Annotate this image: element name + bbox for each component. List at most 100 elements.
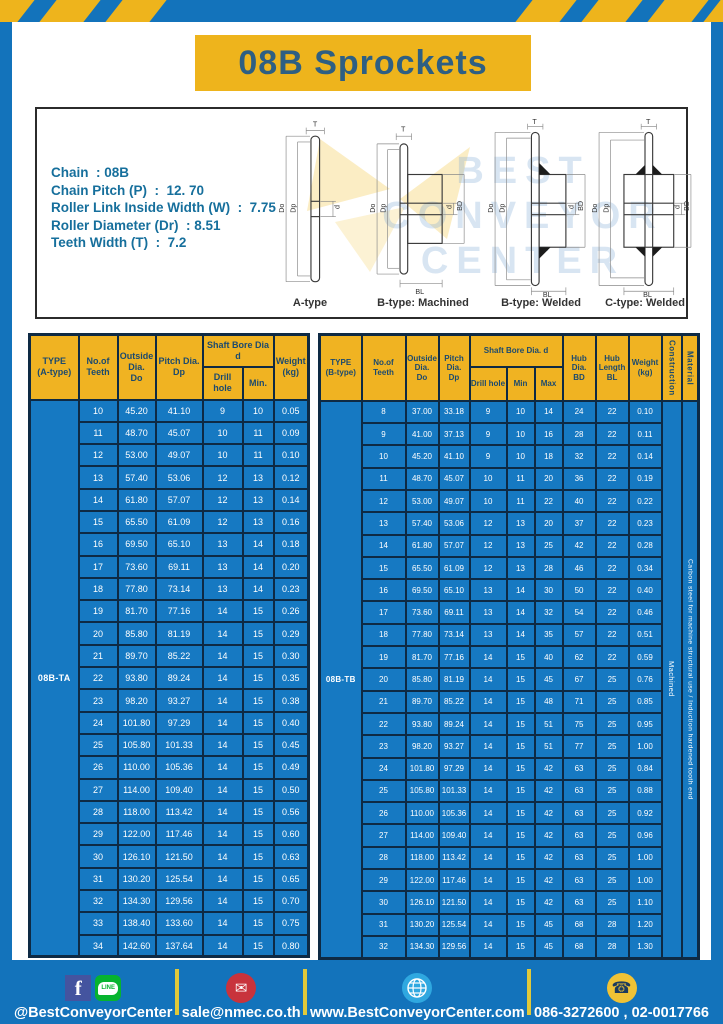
b-type-welded-drawing: T Do Dp d [485, 119, 597, 297]
table-cell: 61.09 [154, 509, 204, 535]
construction-cell: Machined [660, 399, 683, 960]
table-cell: 89.70 [404, 689, 440, 714]
table-cell: 25 [594, 667, 630, 692]
table-cell: 16 [77, 532, 119, 557]
table-cell: 13 [468, 622, 508, 648]
table-cell: 81.19 [437, 667, 471, 692]
table-cell: 0.45 [272, 732, 310, 758]
table-cell: 12 [468, 555, 508, 581]
table-cell: 0.12 [272, 465, 310, 490]
table-cell: 24 [77, 710, 119, 735]
table-cell: 22 [594, 622, 630, 648]
table-cell: 1.10 [627, 890, 663, 915]
table-row: 27 114.00 109.40 14 15 0.50 [30, 777, 310, 802]
table-row: 16 69.50 65.10 13 14 30 50 22 0.40 [320, 578, 699, 603]
table-cell: 14 [505, 600, 536, 625]
table-cell: 77.16 [437, 645, 471, 670]
col-header-teeth: No.of Teeth [77, 333, 119, 401]
table-cell: 18 [360, 622, 407, 648]
table-cell: 17 [77, 554, 119, 579]
table-row: 19 81.70 77.16 14 15 0.26 [30, 599, 310, 624]
table-cell: 35 [533, 622, 564, 648]
table-cell: 19 [360, 645, 407, 670]
table-cell: 22 [533, 488, 564, 514]
table-cell: 14 [468, 801, 508, 826]
table-cell: 31 [77, 866, 119, 892]
table-cell: 130.20 [116, 866, 157, 892]
table-cell: 15 [241, 866, 275, 892]
table-cell: 69.50 [116, 532, 157, 557]
table-row: 16 69.50 65.10 13 14 0.18 [30, 532, 310, 557]
table-row: 34 142.60 137.64 14 15 0.80 [30, 933, 310, 958]
table-row: 18 77.80 73.14 13 14 0.23 [30, 576, 310, 602]
type-cell: 08B-TA [28, 398, 80, 958]
table-cell: 33 [77, 911, 119, 936]
table-cell: 93.27 [154, 688, 204, 713]
table-cell: 89.70 [116, 643, 157, 669]
table-cell: 77.80 [404, 622, 440, 648]
table-cell: 25 [594, 689, 630, 714]
table-cell: 12 [360, 488, 407, 514]
table-cell: 0.88 [627, 778, 663, 804]
table-row: 23 98.20 93.27 14 15 51 77 25 1.00 [320, 734, 699, 759]
table-cell: 15 [505, 845, 536, 871]
table-row: 13 57.40 53.06 12 13 20 37 22 0.23 [320, 511, 699, 536]
svg-text:d: d [568, 205, 576, 209]
table-cell: 22 [594, 466, 630, 491]
table-cell: 48 [533, 689, 564, 714]
col-header-min: Min. [241, 365, 275, 401]
table-cell: 138.40 [116, 911, 157, 936]
table-cell: 65.50 [116, 509, 157, 535]
table-cell: 14 [468, 667, 508, 692]
svg-text:d: d [334, 205, 342, 209]
table-cell: 42 [533, 756, 564, 781]
table-cell: 85.22 [437, 689, 471, 714]
svg-text:d: d [446, 205, 454, 209]
table-cell: 15 [241, 844, 275, 869]
table-cell: 0.76 [627, 667, 663, 692]
col-header-outside-dia: Outside Dia. Do [404, 333, 440, 402]
table-cell: 14 [241, 554, 275, 579]
table-cell: 22 [594, 533, 630, 558]
table-cell: 13 [505, 555, 536, 581]
table-cell: 13 [201, 576, 244, 602]
table-cell: 46 [561, 555, 597, 581]
content-sheet: 08B Sprockets BEST CONVEYOR CENTER Chain… [12, 22, 711, 960]
table-cell: 22 [594, 645, 630, 670]
col-header-weight: Weight (kg) [272, 333, 310, 401]
table-row: 28 118.00 113.42 14 15 42 63 25 1.00 [320, 845, 699, 871]
table-cell: 32 [533, 600, 564, 625]
table-cell: 45 [533, 934, 564, 960]
col-header-shaft-bore: Shaft Bore Dia. d [468, 333, 564, 369]
table-cell: 15 [505, 689, 536, 714]
table-cell: 0.23 [627, 511, 663, 536]
table-cell: 0.46 [627, 600, 663, 625]
table-cell: 22 [360, 711, 407, 737]
col-header-type: TYPE (A-type) [28, 333, 80, 401]
table-cell: 63 [561, 756, 597, 781]
table-cell: 0.16 [272, 509, 310, 535]
table-cell: 34 [77, 933, 119, 958]
table-cell: 85.22 [154, 643, 204, 669]
svg-text:Dp: Dp [499, 204, 507, 213]
table-cell: 122.00 [404, 868, 440, 893]
table-cell: 77.80 [116, 576, 157, 602]
table-cell: 15 [241, 599, 275, 624]
table-cell: 10 [468, 466, 508, 491]
spec-line: Roller Diameter (Dr) : 8.51 [51, 217, 221, 233]
contact-footer: f LINE @BestConveyorCenter ✉ sale@nmec.c… [0, 960, 723, 1024]
table-cell: 0.35 [272, 666, 310, 691]
table-cell: 15 [241, 822, 275, 847]
table-cell: 14 [201, 866, 244, 892]
table-cell: 13 [360, 511, 407, 536]
svg-text:BD: BD [577, 201, 585, 211]
table-cell: 15 [505, 868, 536, 893]
email-contact: ✉ sale@nmec.co.th [182, 963, 301, 1021]
social-handle: @BestConveyorCenter [14, 1005, 173, 1021]
caption-c-type-welded: C-type: Welded [605, 297, 685, 309]
table-cell: 40 [533, 645, 564, 670]
table-cell: 0.56 [272, 799, 310, 825]
table-cell: 37.00 [404, 399, 440, 425]
table-cell: 12 [201, 509, 244, 535]
